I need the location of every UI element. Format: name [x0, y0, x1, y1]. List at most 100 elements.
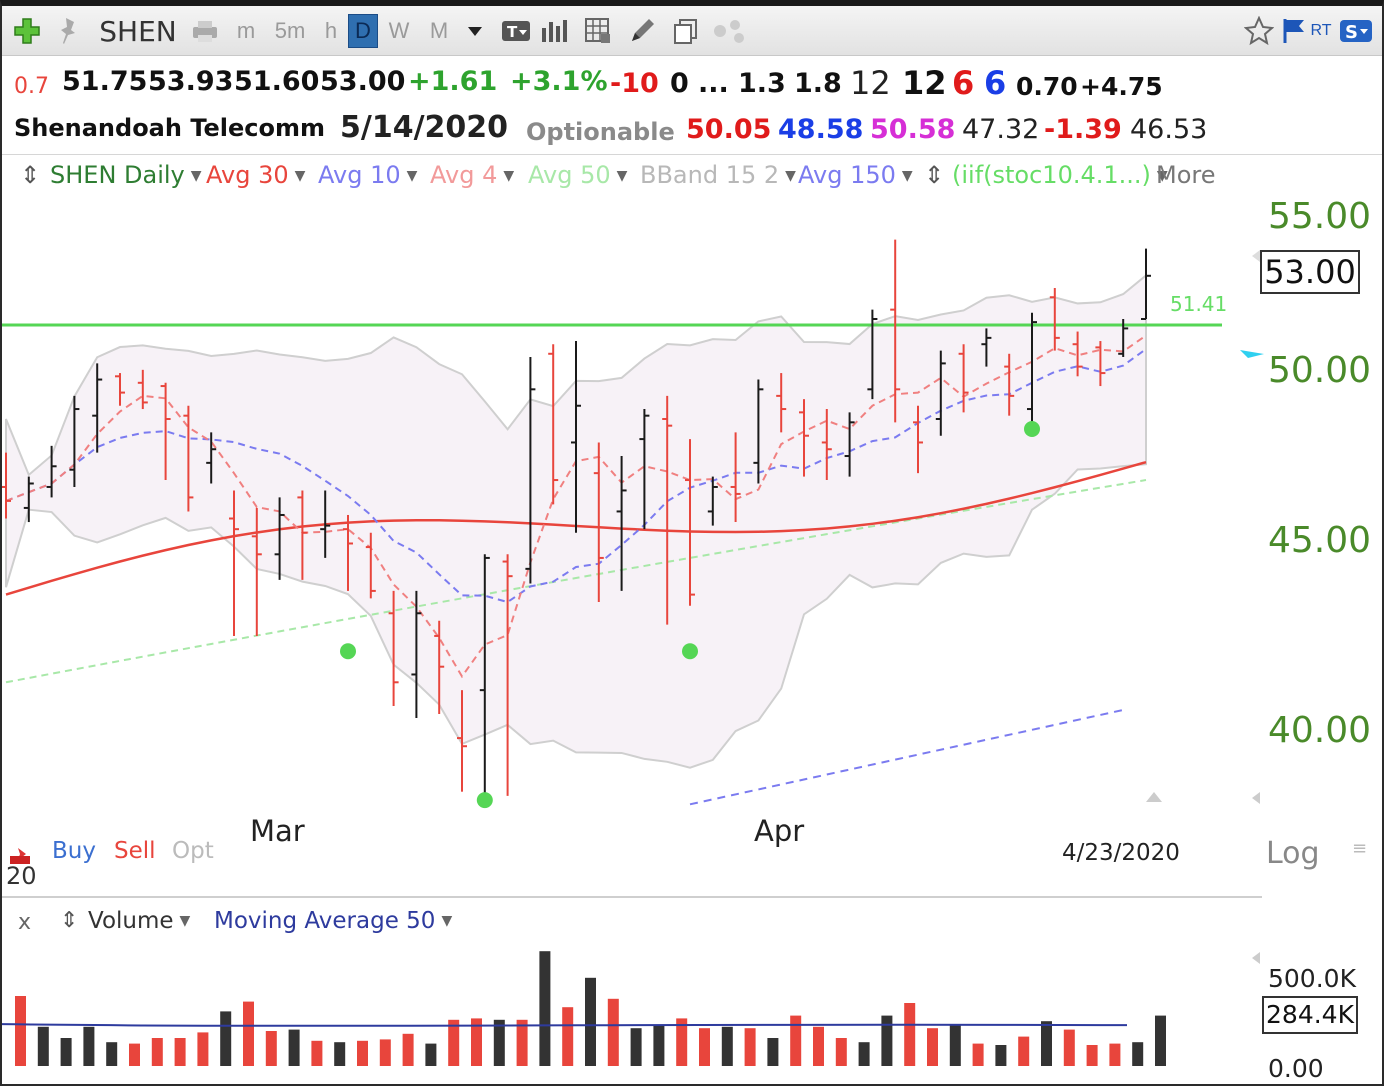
rt-label[interactable]: RT: [1310, 22, 1332, 39]
quote-val-1-3: 1.3: [738, 68, 786, 99]
interval-m[interactable]: m: [236, 18, 256, 43]
volume-updown-icon[interactable]: ⇕: [60, 908, 79, 933]
interval-w[interactable]: W: [388, 18, 410, 43]
legend-bband[interactable]: BBand 15 2 ▼: [640, 161, 796, 189]
price-bar: [753, 379, 764, 484]
pin-icon[interactable]: [58, 14, 82, 48]
volume-bar: [744, 1028, 756, 1066]
optionable-label: Optionable: [526, 118, 675, 146]
symbol-label[interactable]: SHEN: [99, 14, 177, 48]
price-bar: [388, 590, 399, 706]
dropdown-icon[interactable]: [464, 14, 486, 48]
volume-bar: [1132, 1042, 1144, 1066]
opt-button[interactable]: Opt: [172, 838, 214, 864]
printer-icon[interactable]: [188, 14, 222, 48]
price-bar: [137, 369, 148, 410]
dots-icon[interactable]: [712, 14, 748, 48]
s-logo-icon[interactable]: S: [1338, 14, 1374, 48]
price-bar: [1095, 341, 1106, 387]
buy-button[interactable]: Buy: [52, 838, 96, 864]
trade-icon[interactable]: [6, 838, 38, 866]
legend-avg30[interactable]: Avg 30 ▼: [206, 161, 306, 189]
log-toggle[interactable]: Log: [1266, 836, 1320, 871]
volume-chart[interactable]: [2, 936, 1382, 1086]
price-bar: [365, 532, 376, 599]
quote-open: 51.75: [62, 66, 148, 97]
legend-main[interactable]: SHEN Daily ▼: [50, 161, 202, 189]
volume-legend[interactable]: Volume ▼: [88, 908, 191, 934]
pencil-icon[interactable]: [626, 14, 658, 48]
grid-icon[interactable]: [582, 14, 614, 48]
volume-bar: [676, 1018, 688, 1066]
price-bar: [457, 690, 467, 792]
volume-bar: [425, 1043, 437, 1066]
flag-icon[interactable]: [1280, 14, 1310, 48]
interval-d[interactable]: D: [348, 14, 378, 48]
signal-dot: [682, 643, 698, 660]
quote-val-1-8: 1.8: [794, 68, 842, 99]
legend-updown-icon-2[interactable]: ⇕: [924, 161, 945, 189]
volume-bar: [1086, 1045, 1098, 1066]
price-bar: [593, 442, 604, 603]
volume-bar: [106, 1042, 118, 1066]
svg-text:S: S: [1345, 22, 1358, 43]
volume-bar: [927, 1028, 938, 1066]
price-bar: [799, 399, 809, 477]
quote-val-0: 0: [670, 68, 689, 99]
price-bar: [46, 445, 57, 498]
price-bar: [92, 363, 103, 453]
bars-icon[interactable]: [538, 14, 570, 48]
quote-v1: 50.05: [686, 114, 772, 145]
axis-menu-icon[interactable]: ≡: [1352, 838, 1368, 859]
avg50-line: [5, 479, 1147, 684]
text-tool-icon[interactable]: T: [500, 14, 532, 48]
price-chart[interactable]: [2, 196, 1382, 896]
panel-divider[interactable]: [2, 896, 1262, 898]
legend-stoc[interactable]: (iif(stoc10.4.1...) ▼: [952, 161, 1168, 189]
svg-text:T: T: [507, 23, 518, 41]
legend-avg10[interactable]: Avg 10 ▼: [318, 161, 418, 189]
price-bar: [867, 309, 878, 400]
interval-h[interactable]: h: [324, 18, 338, 43]
avg150-line: [689, 708, 1124, 806]
price-bar: [23, 476, 34, 523]
avg10-line: [5, 348, 1147, 604]
quote-change-small: 0.7: [14, 74, 49, 99]
volume-ma-legend[interactable]: Moving Average 50 ▼: [214, 908, 453, 934]
price-bar: [662, 395, 673, 625]
price-bar: [320, 490, 331, 558]
close-volume-icon[interactable]: x: [18, 910, 32, 935]
volume-bar: [379, 1039, 391, 1066]
volume-bar: [1109, 1043, 1121, 1066]
price-bar: [297, 490, 308, 580]
quote-last: 53.00: [320, 66, 406, 97]
legend-avg50[interactable]: Avg 50 ▼: [528, 161, 628, 189]
legend-more[interactable]: More: [1156, 161, 1216, 189]
price-bar: [502, 554, 513, 796]
volume-bar: [790, 1015, 802, 1066]
price-bar: [890, 239, 901, 423]
legend-updown-icon[interactable]: ⇕: [20, 161, 41, 189]
price-bar: [776, 373, 787, 433]
legend-avg4[interactable]: Avg 4 ▼: [430, 161, 515, 189]
volume-bar: [562, 1007, 574, 1066]
interval-mo[interactable]: M: [429, 18, 449, 43]
quote-date: 5/14/2020: [340, 110, 509, 145]
sell-button[interactable]: Sell: [114, 838, 156, 864]
price-bar: [1118, 318, 1129, 357]
volume-tick-500k: 500.0K: [1268, 964, 1356, 993]
price-bar: [206, 432, 217, 484]
volume-bar: [129, 1043, 140, 1066]
price-tick-40: 40.00: [1268, 710, 1372, 751]
study-legend: ⇕ SHEN Daily ▼ Avg 30 ▼ Avg 10 ▼ Avg 4 ▼ Avg…: [2, 154, 1382, 196]
price-bar: [981, 328, 992, 367]
star-icon[interactable]: [1242, 14, 1276, 48]
quote-v2: 48.58: [778, 114, 864, 145]
interval-5m[interactable]: 5m: [274, 18, 306, 43]
volume-bar: [471, 1018, 482, 1066]
axis-marker: [1252, 952, 1260, 964]
copy-icon[interactable]: [670, 14, 702, 48]
legend-avg150[interactable]: Avg 150 ▼: [798, 161, 913, 189]
add-icon[interactable]: [12, 14, 42, 48]
